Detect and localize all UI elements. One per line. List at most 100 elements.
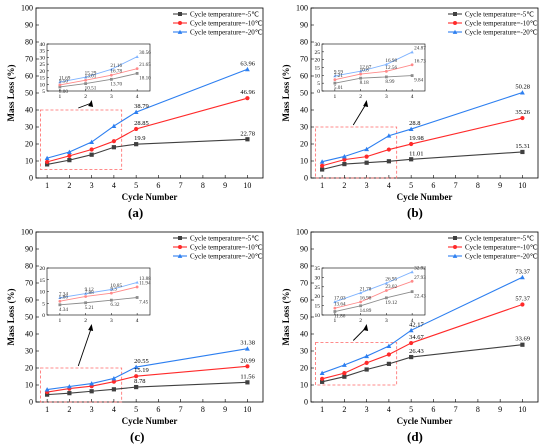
zoom-arrow-head	[363, 100, 369, 107]
x-tick-label: 4	[387, 405, 391, 414]
y-tick-label: 100	[21, 228, 33, 237]
inset-data-point	[384, 62, 388, 66]
series-line	[321, 117, 523, 167]
inset-data-point	[135, 280, 139, 284]
inset-data-label: 7.88	[85, 290, 94, 296]
data-point	[66, 149, 72, 154]
y-tick-label: 40	[25, 330, 33, 339]
x-tick-label: 8	[476, 405, 480, 414]
data-point	[111, 387, 116, 392]
data-label: 33.69	[515, 336, 530, 343]
x-axis-title: Cycle Number	[397, 416, 453, 426]
x-tick-label: 3	[365, 405, 369, 414]
data-point	[111, 145, 116, 150]
y-tick-label: 90	[300, 21, 308, 30]
inset-series-line	[59, 281, 138, 299]
data-label: 35.26	[515, 109, 530, 116]
inset-data-point	[84, 78, 88, 82]
chart-panel-a: 0 10 20 30 40 50 60 70 80 90 100 1 2 3 4 5 6 7 8 9 10 Cycle N…	[0, 0, 275, 224]
data-point	[386, 343, 392, 348]
inset-data-point	[58, 83, 62, 87]
inset-y-tick-label: 15	[40, 278, 46, 284]
x-tick-label: 8	[201, 181, 205, 190]
inset-data-point	[109, 298, 113, 302]
y-tick-label: 100	[296, 228, 308, 237]
inset-data-point	[384, 69, 388, 73]
inset-data-label: 9.12	[85, 287, 94, 293]
series-line	[321, 276, 523, 374]
y-tick-label: 20	[300, 140, 308, 149]
data-point	[133, 364, 139, 369]
legend-entry: Cycle temperature=-5℃	[465, 11, 534, 19]
inset-data-point	[58, 303, 62, 307]
inset-series-line	[334, 75, 413, 84]
data-point	[245, 380, 250, 385]
inset-y-tick-label: 35	[40, 49, 46, 55]
zoom-arrow-head	[88, 100, 94, 107]
inset-data-label: 19.12	[385, 300, 397, 306]
data-point	[520, 149, 525, 155]
data-label: 57.37	[515, 295, 530, 302]
y-tick-label: 70	[25, 279, 33, 288]
inset-data-point	[333, 78, 337, 82]
inset-data-point	[410, 270, 414, 274]
y-tick-label: 40	[300, 330, 308, 339]
inset-data-point	[359, 304, 363, 308]
data-label: 34.67	[409, 334, 424, 341]
y-axis-title: Mass Loss (%)	[281, 288, 291, 345]
series-line	[47, 348, 248, 391]
inset-y-tick-label: 10	[40, 290, 46, 296]
inset-y-tick-label: 5	[42, 89, 45, 95]
inset-data-point	[135, 55, 139, 58]
y-tick-label: 20	[25, 140, 33, 149]
x-tick-label: 9	[498, 181, 502, 190]
data-point	[89, 147, 94, 152]
inset-data-label: 8.18	[360, 80, 369, 86]
inset-data-point	[333, 300, 337, 304]
x-tick-label: 4	[387, 181, 391, 190]
legend-marker	[178, 236, 182, 240]
inset-data-label: 9.50	[59, 78, 68, 84]
inset-data-point	[84, 295, 88, 298]
x-tick-label: 10	[518, 181, 526, 190]
y-tick-label: 80	[25, 262, 33, 271]
inset-data-point	[135, 72, 139, 75]
data-point	[520, 90, 525, 95]
x-axis-title: Cycle Number	[122, 416, 178, 426]
legend-marker	[453, 245, 457, 249]
data-point	[89, 139, 95, 144]
data-point	[67, 158, 72, 163]
highlight-box	[40, 109, 123, 170]
y-tick-label: 100	[21, 4, 33, 13]
inset-data-label: 11.69	[59, 76, 71, 82]
data-label: 28.8	[409, 120, 420, 127]
inset-data-point	[359, 76, 363, 80]
inset-x-tick-label: 3	[110, 94, 113, 100]
data-point	[133, 109, 139, 114]
y-tick-label: 40	[300, 106, 308, 115]
data-point	[67, 153, 72, 158]
data-point	[89, 381, 95, 386]
inset-data-label: 7.34	[59, 291, 68, 297]
data-point	[67, 391, 72, 396]
y-tick-label: 0	[304, 398, 308, 407]
inset-data-label: 5.01	[334, 85, 343, 91]
zoom-arrow-head	[88, 324, 94, 331]
inset-x-tick-label: 1	[334, 94, 337, 100]
x-tick-label: 7	[454, 181, 458, 190]
y-tick-label: 10	[25, 381, 33, 390]
data-point	[45, 162, 50, 167]
data-label: 31.38	[240, 340, 255, 347]
data-point	[245, 364, 250, 369]
data-point	[320, 167, 325, 172]
x-tick-label: 7	[179, 181, 183, 190]
x-tick-label: 6	[431, 181, 435, 190]
inset-data-label: 26.95	[385, 277, 397, 283]
inset-data-point	[109, 67, 113, 71]
x-tick-label: 5	[134, 181, 138, 190]
legend-entry: Cycle temperature=-10℃	[190, 20, 263, 28]
series-line	[322, 92, 523, 163]
inset-data-label: 5.21	[85, 305, 94, 311]
zoom-arrow-head	[363, 324, 369, 331]
